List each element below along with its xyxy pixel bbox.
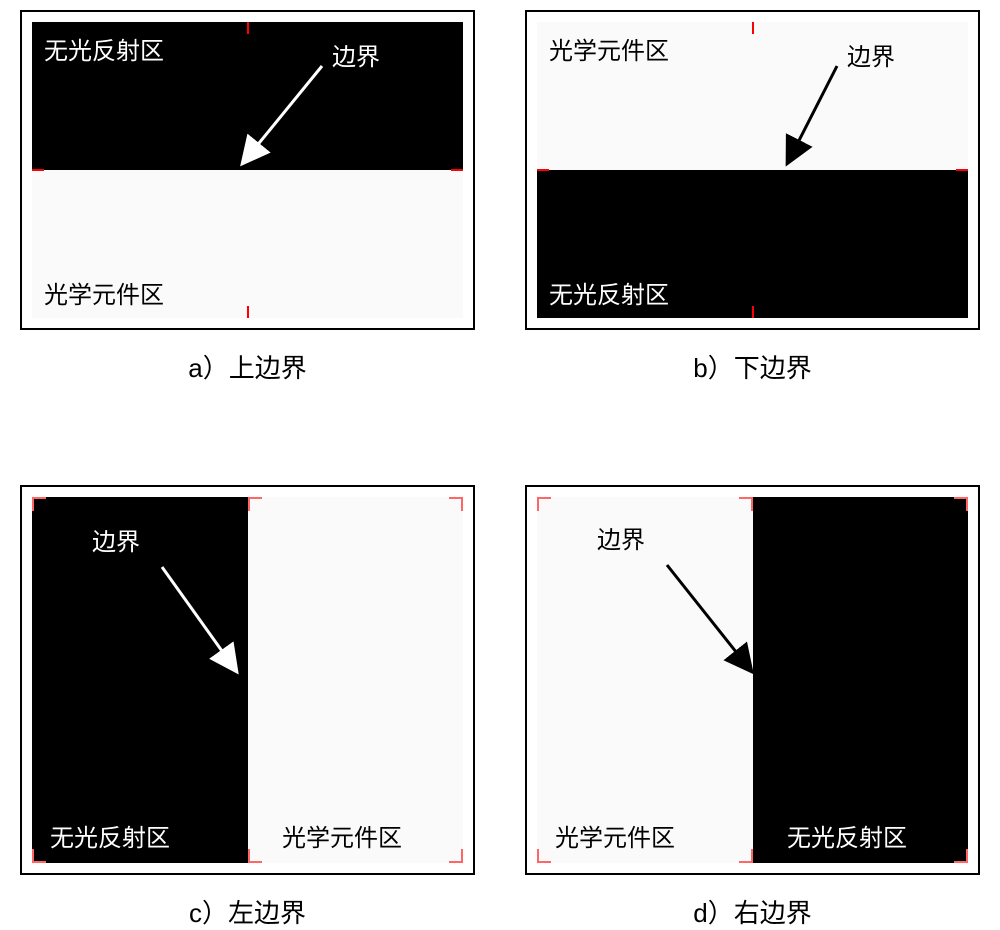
arrow-label-b: 边界 (847, 46, 895, 70)
light-label-d: 光学元件区 (555, 827, 675, 851)
panel-b: 光学元件区 无光反射区 边界 (525, 10, 980, 330)
tick (247, 22, 249, 34)
tick (956, 169, 968, 171)
panel-a: 无光反射区 光学元件区 边界 (20, 10, 475, 330)
arrow-label-a: 边界 (332, 46, 380, 70)
tick (752, 22, 754, 34)
dark-label-c: 无光反射区 (50, 827, 170, 851)
tick (752, 306, 754, 318)
corner-mark (954, 497, 968, 511)
caption-b: b）下边界 (693, 348, 811, 385)
caption-d: d）右边界 (693, 893, 811, 930)
tick (247, 306, 249, 318)
caption-a: a）上边界 (188, 348, 306, 385)
light-label-b: 光学元件区 (549, 40, 669, 64)
cell-b: 光学元件区 无光反射区 边界 b）下边界 (520, 10, 985, 455)
dark-region-d (753, 497, 969, 863)
corner-mark (954, 849, 968, 863)
cell-a: 无光反射区 光学元件区 边界 a）上边界 (15, 10, 480, 455)
panel-c: 无光反射区 光学元件区 边界 (20, 485, 475, 875)
corner-mark (739, 497, 753, 511)
tick (537, 169, 549, 171)
corner-mark (739, 849, 753, 863)
caption-c: c）左边界 (189, 893, 306, 930)
corner-mark (449, 497, 463, 511)
cell-c: 无光反射区 光学元件区 边界 c）左边界 (15, 485, 480, 930)
tick (451, 169, 463, 171)
corner-mark (449, 849, 463, 863)
arrow-label-c: 边界 (92, 531, 140, 555)
corner-mark (32, 849, 46, 863)
light-region-c (248, 497, 464, 863)
corner-mark (32, 497, 46, 511)
corner-mark (248, 497, 262, 511)
dark-label-b: 无光反射区 (549, 284, 669, 308)
dark-label-d: 无光反射区 (787, 827, 907, 851)
dark-label-a: 无光反射区 (44, 40, 164, 64)
panel-d: 光学元件区 无光反射区 边界 (525, 485, 980, 875)
corner-mark (537, 497, 551, 511)
light-label-a: 光学元件区 (44, 284, 164, 308)
arrow-label-d: 边界 (597, 529, 645, 553)
corner-mark (248, 849, 262, 863)
corner-mark (537, 849, 551, 863)
tick (32, 169, 44, 171)
cell-d: 光学元件区 无光反射区 边界 d）右边界 (520, 485, 985, 930)
figure-grid: 无光反射区 光学元件区 边界 a）上边界 光学元件区 无光反射区 (15, 10, 985, 930)
light-label-c: 光学元件区 (282, 827, 402, 851)
